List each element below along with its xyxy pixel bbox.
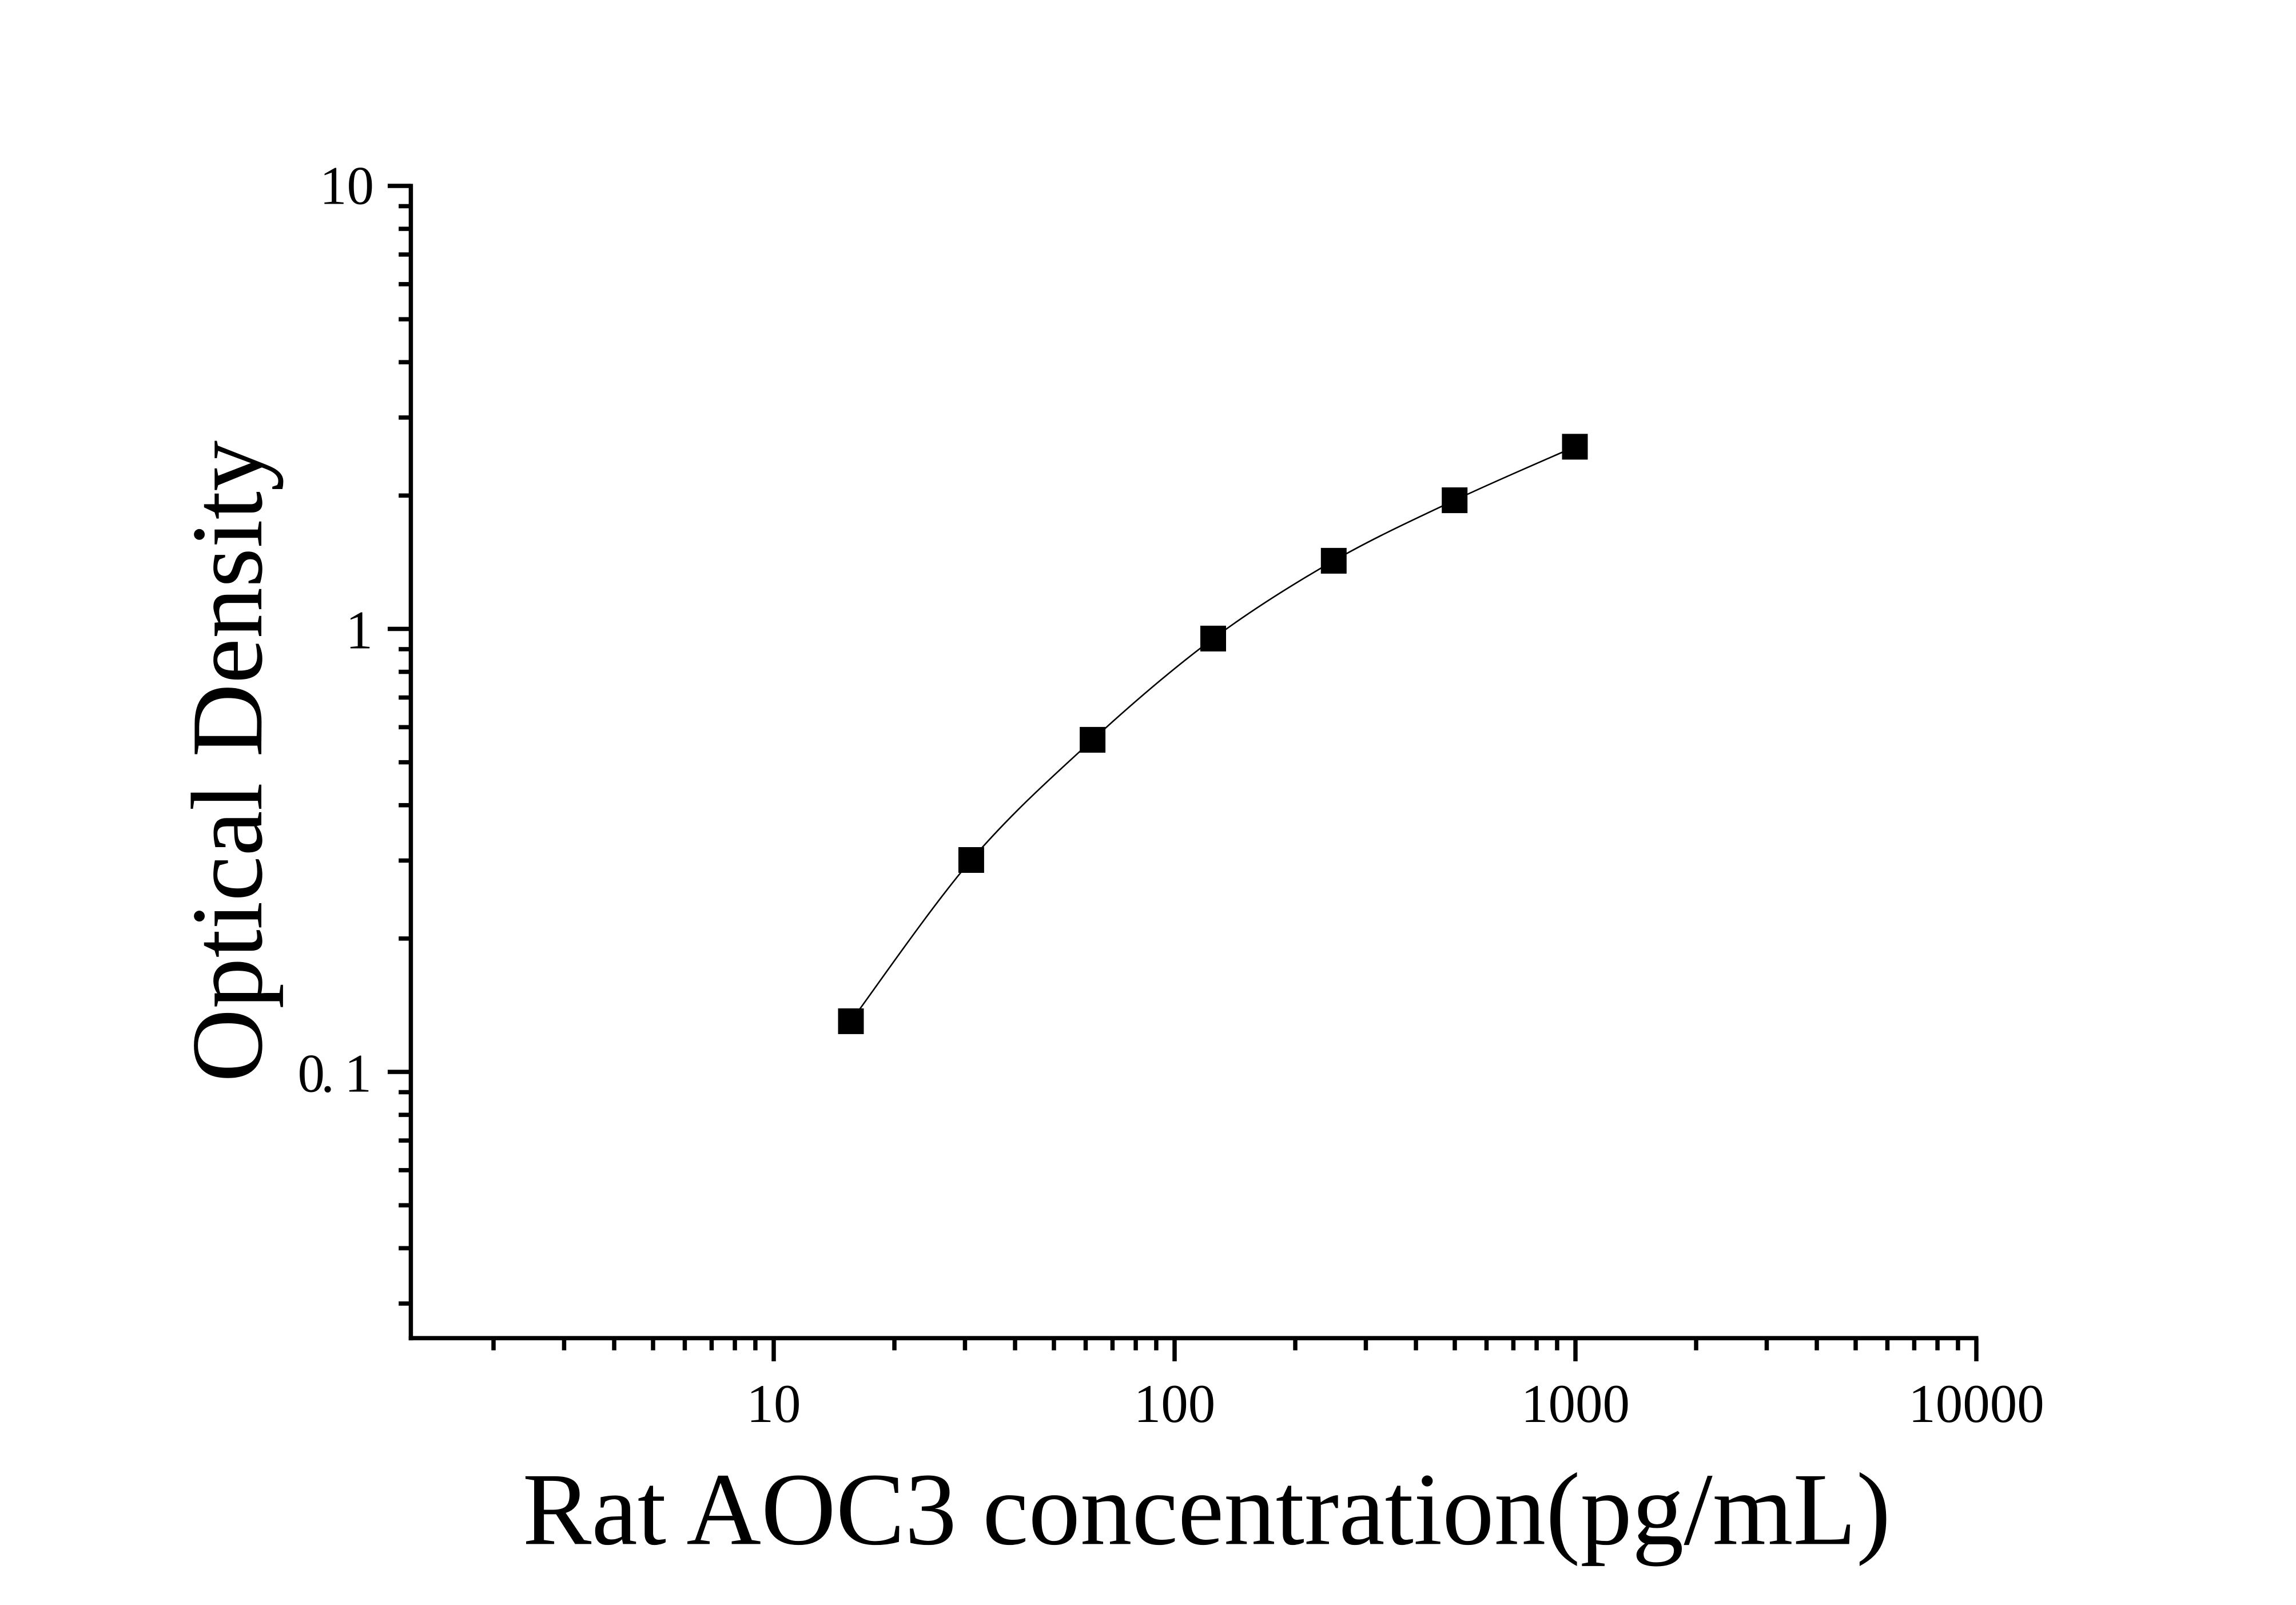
svg-text:10: 10: [320, 155, 374, 216]
svg-text:Optical Density: Optical Density: [170, 440, 284, 1082]
svg-text:10000: 10000: [1908, 1373, 2044, 1434]
svg-text:Rat AOC3 concentration(pg/mL): Rat AOC3 concentration(pg/mL): [523, 1452, 1891, 1567]
svg-text:10: 10: [747, 1373, 801, 1434]
svg-text:1: 1: [346, 600, 373, 661]
svg-text:0: 0: [298, 1043, 325, 1104]
svg-text:1: 1: [345, 1043, 372, 1104]
svg-text:100: 100: [1134, 1373, 1216, 1434]
svg-text:1000: 1000: [1521, 1373, 1630, 1434]
svg-text:.: .: [321, 1043, 335, 1104]
